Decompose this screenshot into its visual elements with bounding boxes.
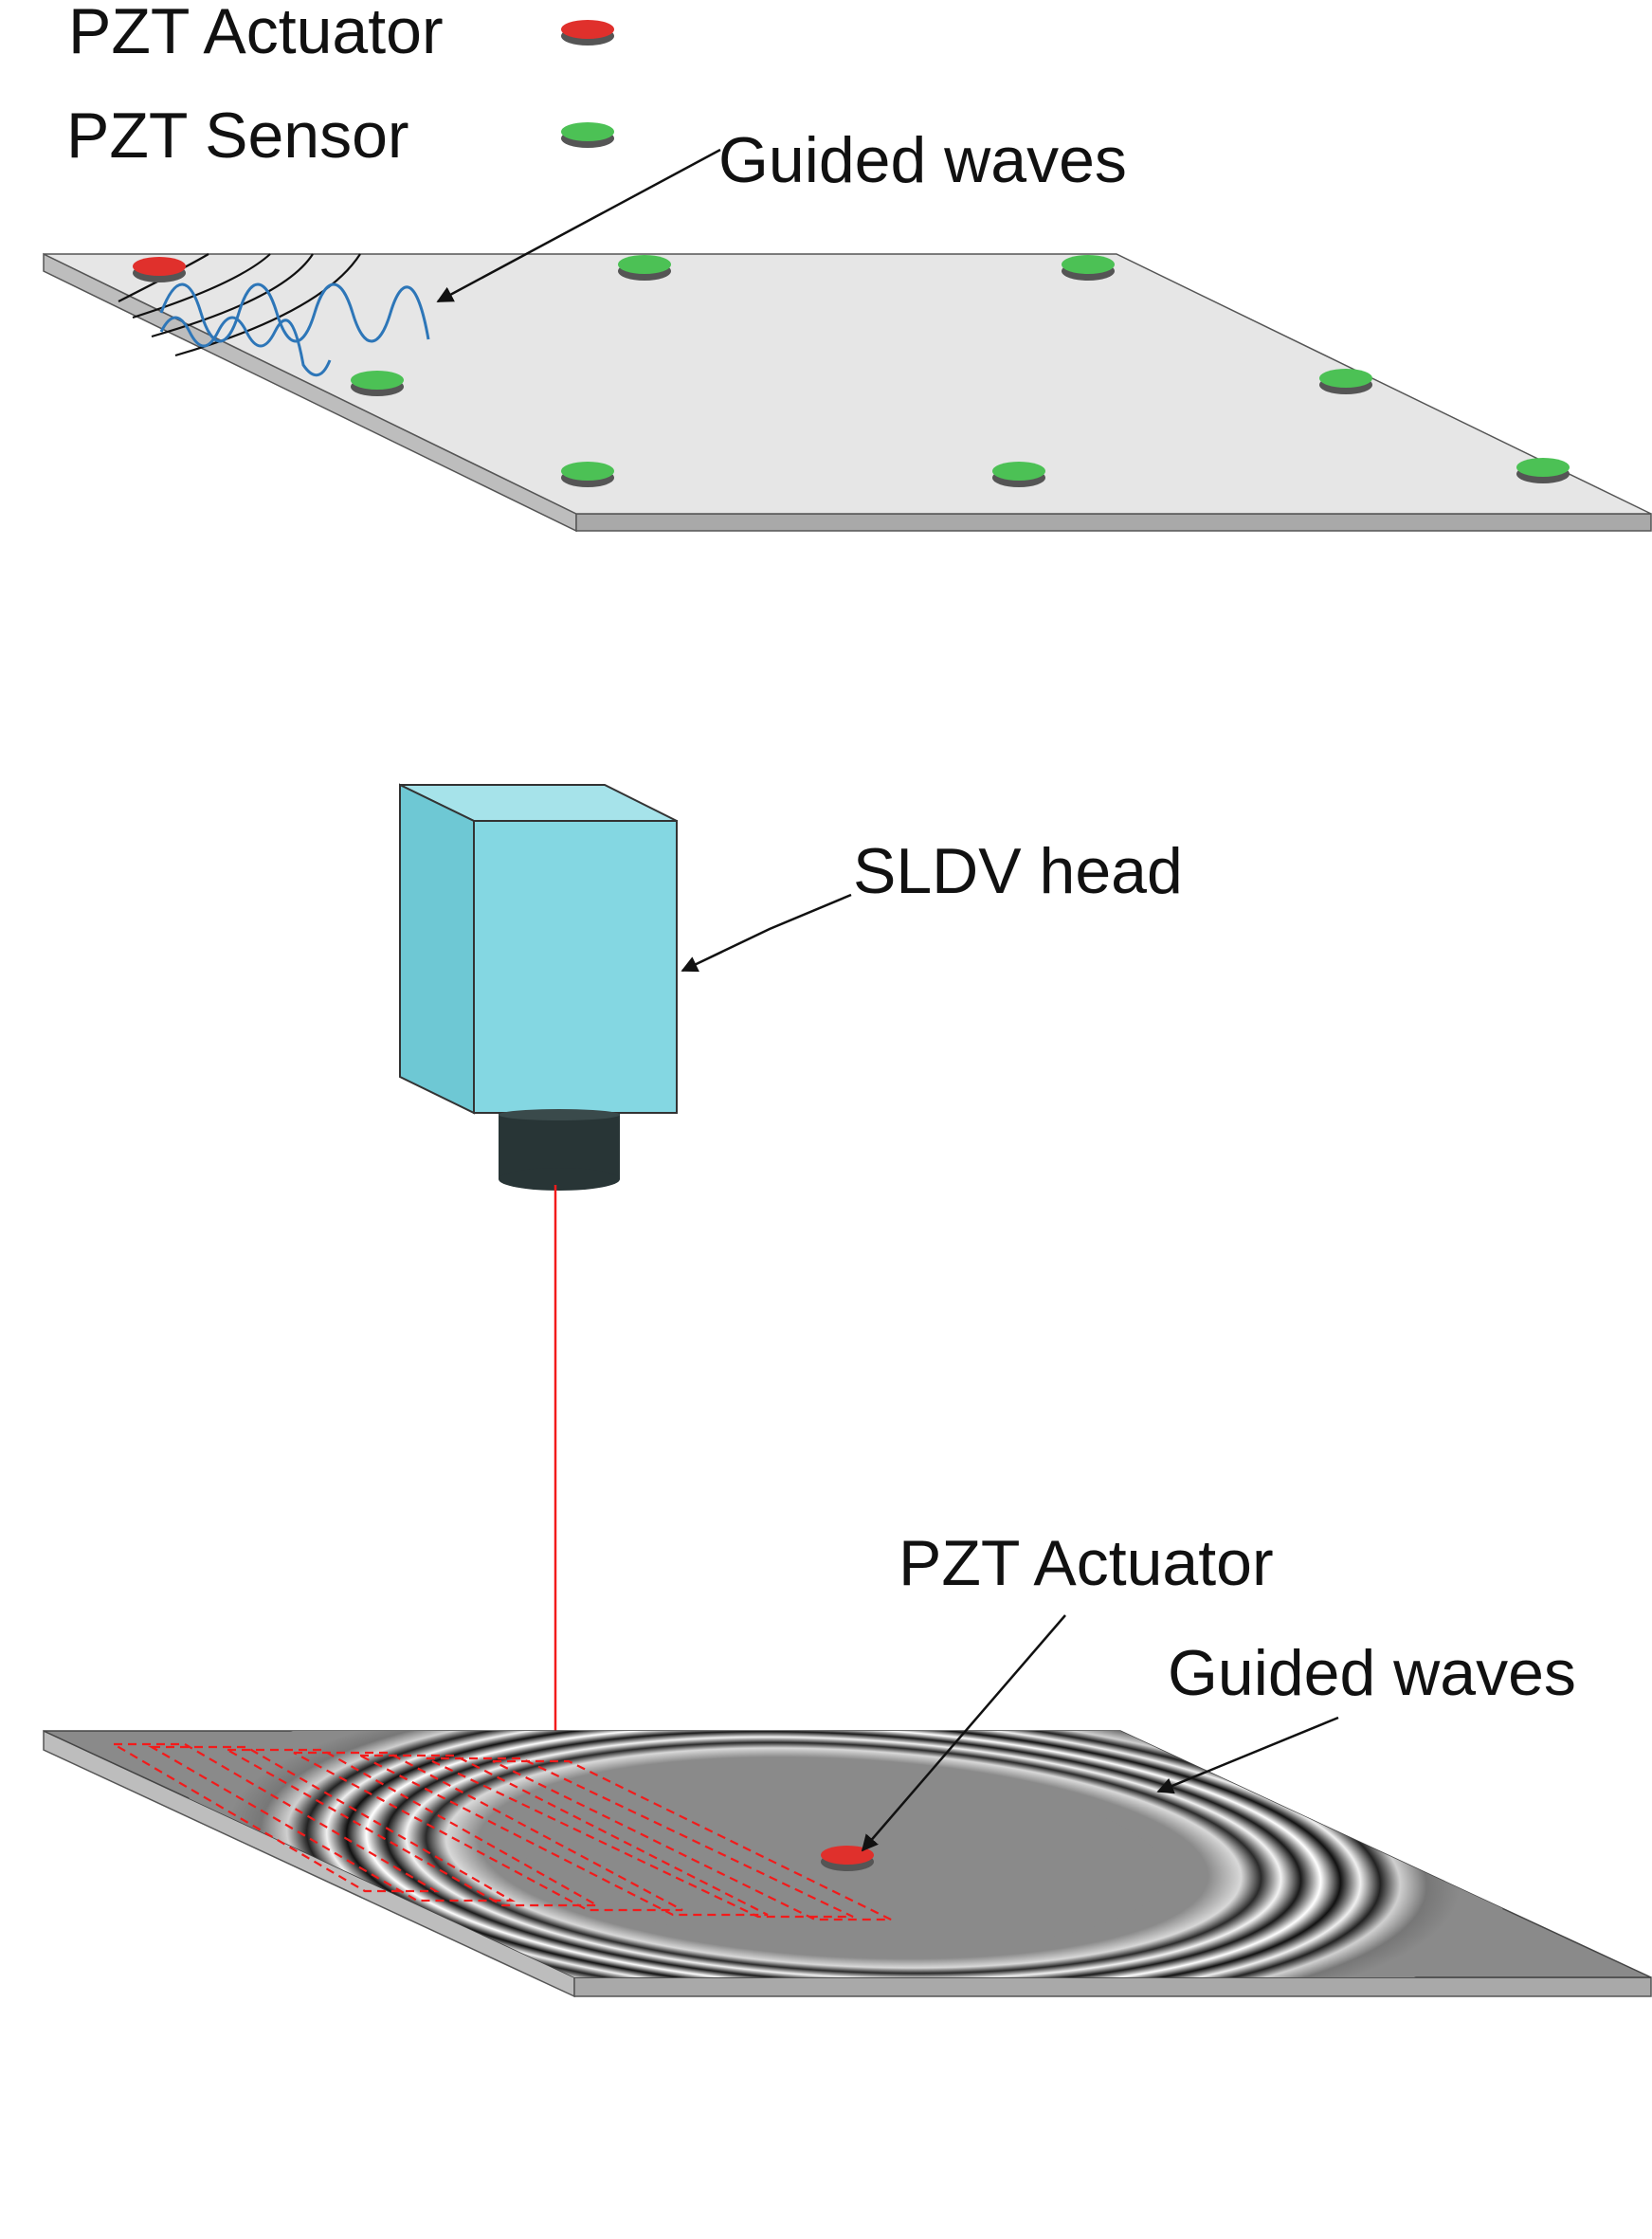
top-plate-sensor	[1516, 458, 1570, 483]
top-plate-sensor	[1062, 255, 1115, 281]
bottom-guided-waves-arrow	[1156, 1716, 1339, 1794]
scan-grid	[109, 1742, 892, 1921]
top-plate-sensor	[618, 255, 671, 281]
top-plate-sensor	[1319, 369, 1372, 394]
bottom-actuator-arrow	[861, 1614, 1066, 1852]
top-guided-waves-label: Guided waves	[718, 124, 1127, 196]
bottom-actuator-label: PZT Actuator	[899, 1527, 1274, 1599]
top-plate-sensor	[561, 462, 614, 487]
legend-actuator-icon	[561, 20, 614, 46]
top-plate-sensor	[351, 371, 404, 396]
sldv-head	[399, 783, 678, 1115]
sldv-head-label: SLDV head	[853, 835, 1183, 907]
sldv-head-arrow	[681, 893, 852, 973]
bottom-guided-waves-label: Guided waves	[1168, 1637, 1576, 1709]
top-plate-sensor	[992, 462, 1045, 487]
top-plate-actuator	[133, 257, 186, 282]
legend-sensor-icon	[561, 122, 614, 148]
legend-sensor-label: PZT Sensor	[66, 100, 409, 172]
top-plate	[43, 252, 1652, 533]
bottom-plate-actuator	[821, 1846, 874, 1871]
sldv-lens	[499, 1109, 620, 1191]
top-guided-wave-signals	[159, 282, 430, 377]
top-guided-waves-arrow	[436, 148, 721, 303]
legend-actuator-label: PZT Actuator	[68, 0, 444, 67]
